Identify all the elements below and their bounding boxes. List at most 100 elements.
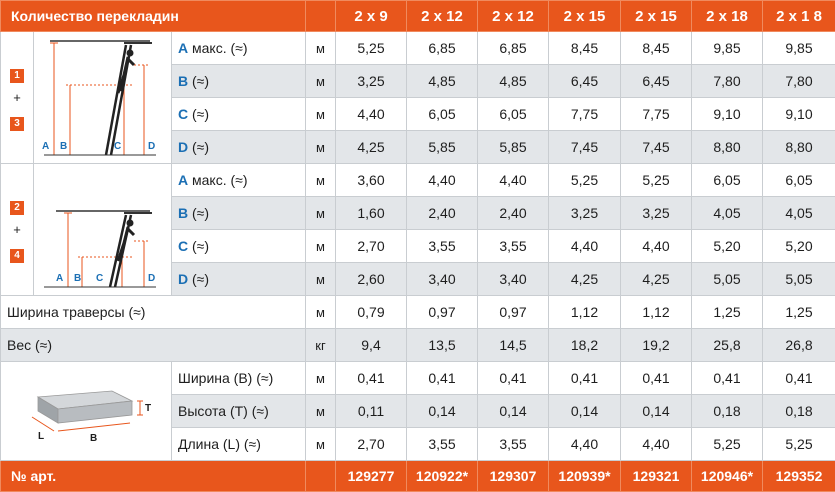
cell: 0,14 <box>549 395 621 428</box>
cell: 0,41 <box>478 362 549 395</box>
unit: м <box>306 428 336 461</box>
header-col: 2 x 12 <box>407 1 478 32</box>
badge-plus: + <box>1 221 33 239</box>
cell: 4,25 <box>621 263 692 296</box>
g1-badges: 1 + 3 <box>1 32 34 164</box>
cell: 3,40 <box>478 263 549 296</box>
cell: 0,14 <box>407 395 478 428</box>
cell: 0,18 <box>692 395 763 428</box>
cell: 3,25 <box>549 197 621 230</box>
pkg-label: Длина (L) (≈) <box>172 428 306 461</box>
cell: 0,18 <box>763 395 835 428</box>
cell: 13,5 <box>407 329 478 362</box>
pkg-label: Ширина (B) (≈) <box>172 362 306 395</box>
cell: 2,70 <box>336 428 407 461</box>
pkg-row-width: T L B Ширина (B) (≈) м 0,41 0,41 0,41 0,… <box>1 362 835 395</box>
cell: 1,25 <box>692 296 763 329</box>
g2-diag-d: D <box>148 273 155 284</box>
cell: 9,10 <box>692 98 763 131</box>
traverse-row: Ширина траверсы (≈) м 0,79 0,97 0,97 1,1… <box>1 296 835 329</box>
cell: 6,45 <box>621 65 692 98</box>
unit: м <box>306 362 336 395</box>
header-col: 2 x 15 <box>621 1 692 32</box>
cell: 5,25 <box>549 164 621 197</box>
cell: 5,25 <box>692 428 763 461</box>
cell: 8,80 <box>763 131 835 164</box>
g1-diag-d: D <box>148 141 155 152</box>
cell: 5,05 <box>763 263 835 296</box>
cell: 9,85 <box>692 32 763 65</box>
cell: 26,8 <box>763 329 835 362</box>
cell: 4,05 <box>692 197 763 230</box>
g2-diag-a: A <box>56 273 63 284</box>
cell: 6,45 <box>549 65 621 98</box>
unit: м <box>306 65 336 98</box>
cell: 5,20 <box>763 230 835 263</box>
param-label: B (≈) <box>172 197 306 230</box>
cell: 7,75 <box>621 98 692 131</box>
header-col: 2 x 18 <box>692 1 763 32</box>
cell: 6,85 <box>478 32 549 65</box>
cell: 18,2 <box>549 329 621 362</box>
cell: 3,55 <box>478 230 549 263</box>
cell: 0,97 <box>478 296 549 329</box>
cell: 0,41 <box>692 362 763 395</box>
article-number: 129321 <box>621 461 692 492</box>
cell: 9,85 <box>763 32 835 65</box>
article-number: 120939* <box>549 461 621 492</box>
cell: 4,40 <box>549 428 621 461</box>
cell: 3,55 <box>478 428 549 461</box>
pkg-diag-l: L <box>38 431 44 442</box>
article-number: 120922* <box>407 461 478 492</box>
cell: 1,12 <box>621 296 692 329</box>
cell: 4,25 <box>336 131 407 164</box>
cell: 7,80 <box>763 65 835 98</box>
cell: 4,85 <box>407 65 478 98</box>
cell: 3,25 <box>621 197 692 230</box>
weight-label: Вес (≈) <box>1 329 306 362</box>
param-label: B (≈) <box>172 65 306 98</box>
unit: м <box>306 131 336 164</box>
cell: 4,05 <box>763 197 835 230</box>
param-label: C (≈) <box>172 230 306 263</box>
unit: м <box>306 197 336 230</box>
cell: 3,55 <box>407 230 478 263</box>
param-label: C (≈) <box>172 98 306 131</box>
pkg-diag-t: T <box>145 403 151 414</box>
cell: 7,45 <box>621 131 692 164</box>
g1-diag-b: B <box>60 141 67 152</box>
header-col: 2 x 15 <box>549 1 621 32</box>
cell: 7,80 <box>692 65 763 98</box>
cell: 0,41 <box>407 362 478 395</box>
cell: 3,40 <box>407 263 478 296</box>
header-col: 2 x 1 8 <box>763 1 835 32</box>
cell: 6,05 <box>478 98 549 131</box>
badge-3: 3 <box>10 117 24 131</box>
cell: 8,80 <box>692 131 763 164</box>
unit: м <box>306 164 336 197</box>
cell: 2,40 <box>478 197 549 230</box>
cell: 1,25 <box>763 296 835 329</box>
cell: 3,55 <box>407 428 478 461</box>
pkg-diag-b: B <box>90 433 97 444</box>
article-label: № арт. <box>1 461 306 492</box>
cell: 19,2 <box>621 329 692 362</box>
g1-ladder-diagram: A B C D <box>34 32 172 164</box>
cell: 9,10 <box>763 98 835 131</box>
param-label: D (≈) <box>172 131 306 164</box>
badge-1: 1 <box>10 69 24 83</box>
cell: 0,41 <box>549 362 621 395</box>
pkg-label: Высота (T) (≈) <box>172 395 306 428</box>
param-label: A макс. (≈) <box>172 32 306 65</box>
g2-ladder-diagram: A B C D <box>34 164 172 296</box>
article-number: 129352 <box>763 461 835 492</box>
traverse-label: Ширина траверсы (≈) <box>1 296 306 329</box>
unit: м <box>306 395 336 428</box>
article-number: 129307 <box>478 461 549 492</box>
cell: 3,60 <box>336 164 407 197</box>
badge-plus: + <box>1 89 33 107</box>
header-unit-blank <box>306 1 336 32</box>
cell: 4,40 <box>621 428 692 461</box>
cell: 0,14 <box>478 395 549 428</box>
